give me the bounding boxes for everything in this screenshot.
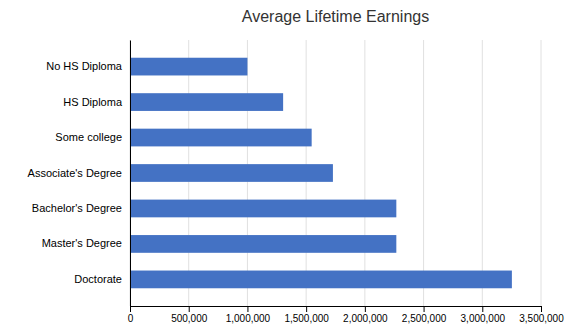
tick-label: 500,000	[171, 313, 208, 324]
tick-label: 3,000,000	[461, 313, 506, 324]
bar	[130, 164, 333, 182]
tick-label: 1,500,000	[284, 313, 329, 324]
tick: Master's Degree	[42, 237, 130, 249]
tick-label: 3,500,000	[519, 313, 564, 324]
tick: 0	[128, 306, 134, 324]
tick: 2,000,000	[343, 306, 388, 324]
axis-line	[130, 41, 131, 307]
grid-line	[423, 40, 424, 306]
category-label: Master's Degree	[42, 237, 122, 249]
category-label: Some college	[55, 131, 122, 143]
tick-mark	[247, 306, 248, 312]
tick-label: 2,500,000	[402, 313, 447, 324]
tick-mark	[541, 306, 542, 312]
tick: No HS Diploma	[46, 60, 130, 72]
category-label: No HS Diploma	[46, 60, 123, 72]
tick: HS Diploma	[63, 96, 130, 108]
axis-line	[131, 307, 542, 313]
category-label: Bachelor's Degree	[32, 202, 122, 214]
bar	[130, 235, 396, 253]
category-label: Associate's Degree	[28, 167, 122, 179]
grid-line	[482, 40, 483, 306]
bars	[130, 58, 512, 289]
bar	[130, 129, 312, 147]
tick: 3,500,000	[519, 306, 564, 324]
grid-line	[541, 40, 542, 306]
category-axis: Doctorate Master's Degree Bachelor's Degre…	[28, 41, 131, 307]
tick-mark	[189, 306, 190, 312]
bar	[130, 58, 247, 76]
chart: Average Lifetime Earnings 0 500,000 1,000,0…	[0, 0, 576, 336]
tick-mark	[306, 306, 307, 312]
bar	[130, 93, 283, 111]
value-axis: 0 500,000 1,000,000 1,500,000 2,000,000 2,500…	[128, 306, 564, 324]
tick: 3,000,000	[461, 306, 506, 324]
tick: Bachelor's Degree	[32, 202, 130, 214]
tick: 1,000,000	[226, 306, 271, 324]
tick: Some college	[55, 131, 130, 143]
tick: 500,000	[171, 306, 208, 324]
tick: Doctorate	[74, 273, 130, 285]
grid-line	[130, 40, 131, 306]
plot: 0 500,000 1,000,000 1,500,000 2,000,000 2,500…	[28, 40, 565, 324]
bar	[130, 200, 396, 218]
tick-mark	[365, 306, 366, 312]
tick: 1,500,000	[284, 306, 329, 324]
grid-line	[364, 40, 365, 306]
tick-mark	[424, 306, 425, 312]
tick-label: 1,000,000	[226, 313, 271, 324]
tick-mark	[482, 306, 483, 312]
category-label: Doctorate	[74, 273, 122, 285]
category-label: HS Diploma	[63, 96, 123, 108]
tick-label: 2,000,000	[343, 313, 388, 324]
tick: 2,500,000	[402, 306, 447, 324]
bar	[130, 271, 512, 289]
tick: Associate's Degree	[28, 167, 130, 179]
tick-label: 0	[128, 313, 134, 324]
title: Average Lifetime Earnings	[242, 8, 429, 25]
tick-mark	[130, 306, 131, 312]
grid	[130, 40, 541, 306]
